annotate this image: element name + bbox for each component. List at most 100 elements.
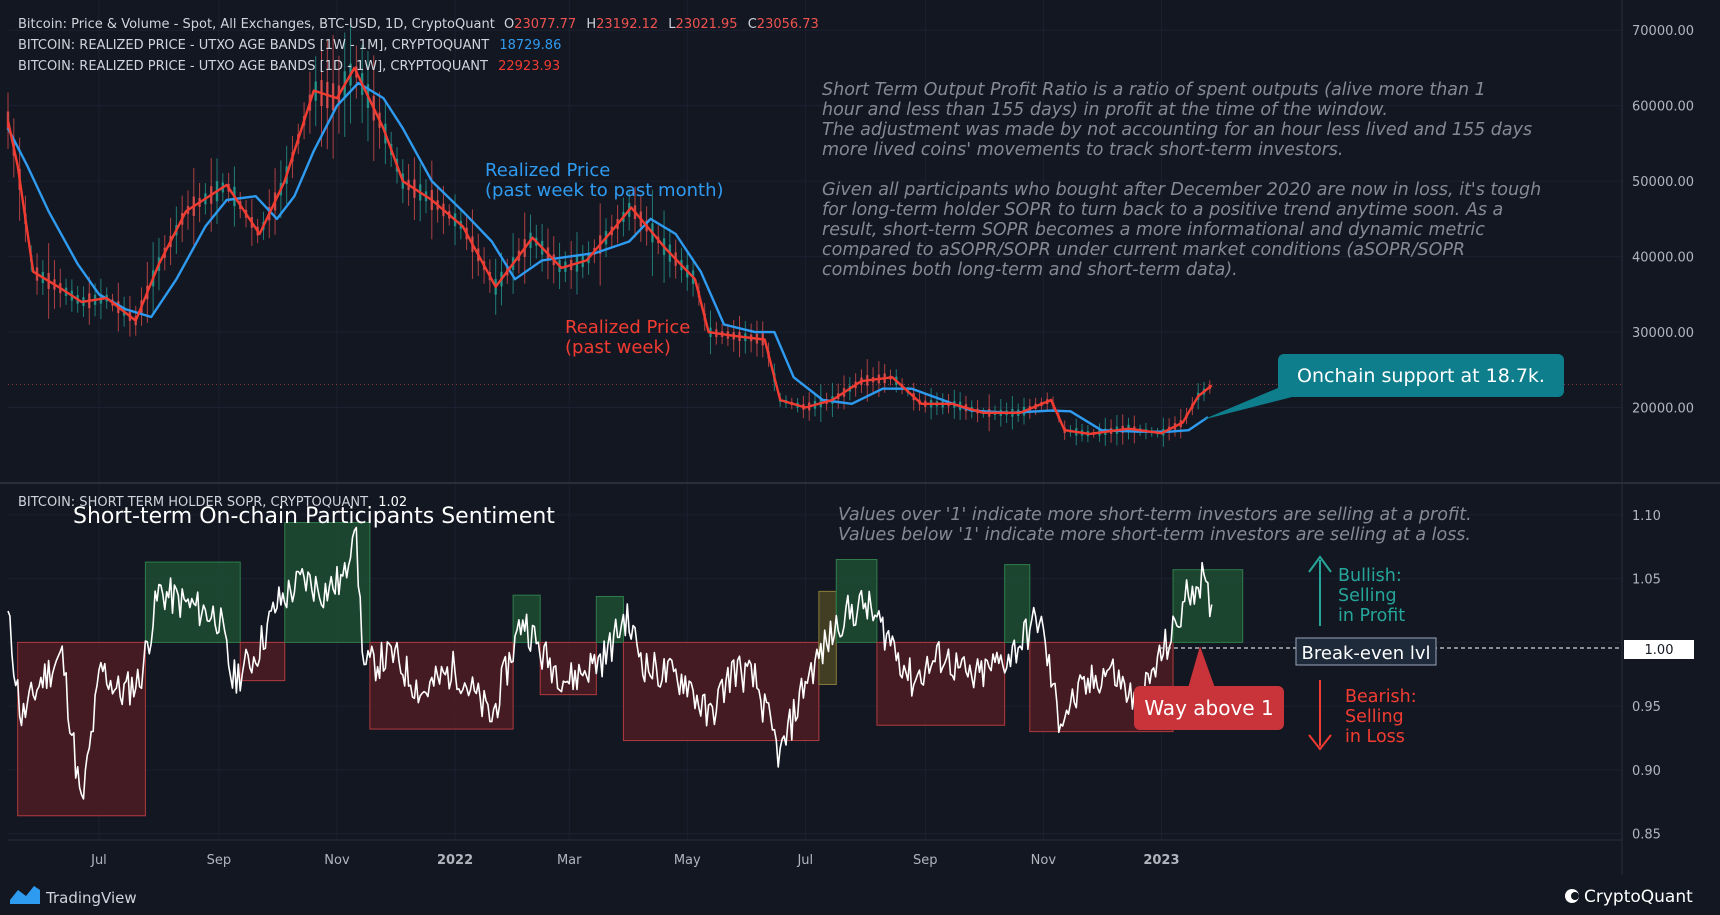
bearish-label-3: in Loss	[1345, 727, 1405, 747]
sopr-tick-label: 0.90	[1632, 764, 1661, 779]
cryptoquant-logo[interactable]: CryptoQuant	[1565, 887, 1693, 907]
x-tick-label: Mar	[557, 853, 582, 868]
regime-box-profit	[1004, 564, 1031, 643]
description-line: hour and less than 155 days) in profit a…	[822, 100, 1388, 120]
series-line-sopr	[7, 526, 1213, 800]
legend-main: Bitcoin: Price & Volume - Spot, All Exch…	[18, 17, 819, 32]
bearish-label-2: Selling	[1345, 707, 1404, 727]
rp-month-label-line1: Realized Price	[485, 160, 610, 181]
x-tick-label: 2023	[1143, 853, 1179, 868]
description-line: compared to aSOPR/SOPR under current mar…	[822, 240, 1465, 260]
price-tick-label: 40000.00	[1632, 251, 1694, 266]
regime-box-loss	[622, 641, 820, 742]
sopr-tick-label: 1.05	[1632, 573, 1661, 588]
price-candle	[6, 111, 10, 131]
way-above-text: Way above 1	[1144, 696, 1273, 720]
tradingview-text: TradingView	[45, 889, 137, 907]
bullish-label-3: in Profit	[1338, 606, 1405, 626]
sopr-series-layer	[7, 526, 1213, 800]
sopr-tick-label: 0.95	[1632, 700, 1661, 715]
description-line: result, short-term SOPR becomes a more i…	[822, 220, 1485, 240]
break-even-box	[1295, 637, 1437, 666]
regime-box-loss	[17, 641, 146, 817]
description-line: The adjustment was made by not accountin…	[822, 120, 1532, 140]
legend-sopr-value: 1.02	[378, 495, 407, 510]
legend-rp-month: BITCOIN: REALIZED PRICE - UTXO AGE BANDS…	[18, 38, 561, 53]
price-tick-label: 70000.00	[1632, 24, 1694, 39]
x-tick-label: Sep	[207, 853, 232, 868]
description-line: Short Term Output Profit Ratio is a rati…	[822, 80, 1486, 100]
sopr-tick-label: 0.85	[1632, 828, 1661, 843]
x-tick-label: May	[674, 853, 701, 868]
legend-low-value: 23021.95	[676, 17, 738, 32]
footer-bar	[0, 877, 1720, 911]
bearish-arrow-head	[1308, 734, 1332, 751]
sopr-tick-label: 1.10	[1632, 509, 1661, 524]
legend-rp-month-value: 18729.86	[499, 38, 561, 53]
legend-open-value: 23077.77	[514, 17, 576, 32]
sopr-axis: 1.10 1.05 0.95 0.90 0.85	[1632, 509, 1661, 843]
legend-low-label: L	[668, 17, 676, 32]
legend-rp-week-title: BITCOIN: REALIZED PRICE - UTXO AGE BANDS…	[18, 59, 488, 74]
support-callout-pointer	[1202, 385, 1300, 420]
sopr-last-value-badge	[1624, 640, 1694, 659]
price-tick-label: 20000.00	[1632, 402, 1694, 417]
price-tick-label: 60000.00	[1632, 100, 1694, 115]
legend-high-value: 23192.12	[596, 17, 658, 32]
price-tick-label: 50000.00	[1632, 175, 1694, 190]
legend-rp-month-title: BITCOIN: REALIZED PRICE - UTXO AGE BANDS…	[18, 38, 489, 53]
x-tick-label: Nov	[324, 853, 350, 868]
time-axis: Jul Sep Nov 2022 Mar May Jul Sep Nov 2023	[90, 853, 1179, 868]
bullish-label-1: Bullish:	[1338, 566, 1402, 586]
price-tick-label: 30000.00	[1632, 326, 1694, 341]
series-line-realized-price-month	[6, 81, 1209, 433]
support-callout-box	[1278, 354, 1564, 397]
sentiment-title: Short-term On-chain Participants Sentime…	[73, 504, 555, 529]
way-above-pointer	[1188, 646, 1215, 688]
x-tick-label: Jul	[796, 853, 813, 868]
legend-main-title: Bitcoin: Price & Volume - Spot, All Exch…	[18, 17, 495, 32]
description-line: for long-term holder SOPR to turn back t…	[822, 200, 1503, 220]
price-series-layer	[6, 25, 1213, 447]
sopr-baseline-tick: 1.00	[1645, 643, 1674, 658]
x-tick-label: Nov	[1031, 853, 1057, 868]
tradingview-logo[interactable]: TradingView	[10, 886, 137, 907]
description-line: combines both long-term and short-term d…	[822, 260, 1238, 280]
regime-box-profit	[1172, 569, 1244, 643]
legend-close-value: 23056.73	[757, 17, 819, 32]
regime-box-loss	[539, 641, 597, 696]
cryptoquant-icon-inner	[1571, 892, 1579, 900]
legend-rp-week: BITCOIN: REALIZED PRICE - UTXO AGE BANDS…	[18, 59, 560, 74]
rp-month-label-line2: (past week to past month)	[485, 180, 724, 201]
way-above-box	[1134, 686, 1284, 730]
legend-open-label: O	[504, 17, 514, 32]
regime-box-loss	[239, 641, 286, 682]
break-even-label: Break-even lvl	[1302, 643, 1431, 664]
x-tick-label: 2022	[437, 853, 473, 868]
tradingview-icon	[10, 886, 40, 904]
legend-sopr: BITCOIN: SHORT TERM HOLDER SOPR, CRYPTOQ…	[18, 495, 407, 510]
series-line-realized-price-week	[6, 66, 1213, 436]
legend-high-label: H	[586, 17, 596, 32]
bullish-arrow-head	[1308, 555, 1332, 573]
legend-close-label: C	[748, 17, 757, 32]
description-line: Given all participants who bought after …	[822, 180, 1541, 200]
values-note-loss: Values below '1' indicate more short-ter…	[838, 525, 1471, 545]
description-paragraph: Short Term Output Profit Ratio is a rati…	[822, 80, 1541, 280]
rp-week-label-line1: Realized Price	[565, 317, 690, 338]
bearish-label-1: Bearish:	[1345, 687, 1417, 707]
legend-sopr-title: BITCOIN: SHORT TERM HOLDER SOPR, CRYPTOQ…	[18, 495, 368, 510]
support-callout-text: Onchain support at 18.7k.	[1297, 365, 1545, 387]
regime-box-profit	[284, 522, 371, 643]
x-tick-label: Sep	[913, 853, 938, 868]
regime-box-loss	[369, 641, 514, 730]
cryptoquant-text: CryptoQuant	[1584, 887, 1693, 907]
rp-week-label-line2: (past week)	[565, 337, 671, 358]
description-line: more lived coins' movements to track sho…	[822, 140, 1343, 160]
price-axis: 70000.00 60000.00 50000.00 40000.00 30000.00…	[1632, 24, 1694, 416]
x-tick-label: Jul	[90, 853, 107, 868]
values-note-profit: Values over '1' indicate more short-term…	[838, 505, 1472, 525]
regime-boxes	[17, 522, 1244, 817]
